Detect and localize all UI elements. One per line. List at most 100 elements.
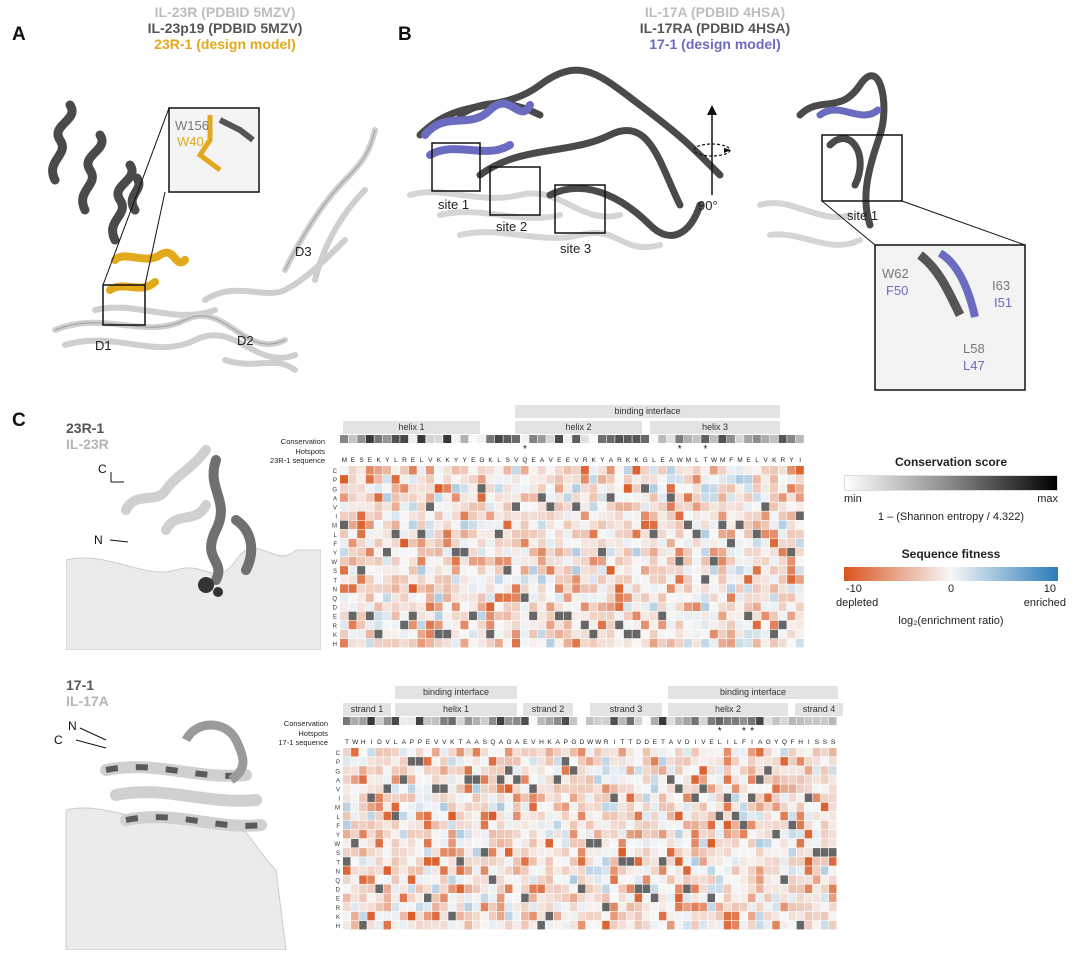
- top-fitness-cell: [408, 638, 417, 648]
- top-aa-label: D: [333, 606, 338, 612]
- bottom-fitness-cell: [594, 820, 602, 830]
- bottom-fitness-cell: [780, 902, 788, 912]
- bottom-fitness-cell: [383, 811, 391, 821]
- bottom-fitness-cell: [472, 793, 481, 802]
- top-aa-label: M: [332, 524, 337, 530]
- bottom-fitness-cell: [634, 784, 643, 793]
- bottom-fitness-cell: [577, 839, 586, 848]
- bottom-fitness-cell: [472, 829, 481, 839]
- bottom-fitness-cell: [367, 811, 375, 821]
- top-fitness-cell: [340, 557, 348, 566]
- bottom-fitness-cell: [343, 839, 351, 848]
- top-fitness-cell: [598, 557, 606, 566]
- bottom-fitness-cell: [634, 757, 643, 766]
- bottom-fitness-cell: [667, 757, 675, 766]
- top-fitness-cell: [641, 502, 649, 511]
- bottom-fitness-cell: [577, 748, 586, 757]
- top-fitness-cell: [589, 511, 598, 520]
- top-fitness-cell: [572, 484, 581, 493]
- top-fitness-cell: [374, 511, 383, 520]
- top-sequence-letter: L: [755, 457, 759, 464]
- top-conservation-cell: [744, 435, 753, 443]
- top-fitness-cell: [563, 538, 572, 548]
- bottom-fitness-cell: [739, 893, 748, 903]
- bottom-fitness-cell: [464, 820, 472, 830]
- top-fitness-cell: [503, 620, 512, 630]
- bottom-conservation-cell: [472, 717, 481, 725]
- bottom-fitness-cell: [375, 920, 383, 930]
- bottom-conservation-cell: [586, 717, 594, 725]
- top-fitness-cell: [365, 466, 374, 475]
- top-fitness-cell: [434, 475, 443, 484]
- bottom-wt-cell: [658, 857, 667, 866]
- top-fitness-cell: [684, 538, 692, 548]
- top-aa-label: Q: [332, 597, 337, 603]
- bottom-fitness-cell: [472, 866, 481, 875]
- top-fitness-cell: [555, 493, 563, 502]
- bottom-fitness-cell: [505, 866, 513, 875]
- top-wt-cell: [701, 575, 710, 584]
- top-fitness-cell: [451, 593, 460, 602]
- top-fitness-cell: [658, 575, 667, 584]
- bottom-fitness-cell: [505, 911, 513, 921]
- top-fitness-cell: [340, 638, 348, 648]
- bottom-fitness-cell: [699, 893, 707, 903]
- top-fitness-cell: [718, 620, 727, 630]
- bottom-fitness-cell: [602, 839, 610, 848]
- bottom-fitness-cell: [375, 911, 383, 921]
- bottom-fitness-cell: [804, 748, 813, 757]
- bottom-fitness-cell: [448, 748, 456, 757]
- bottom-fitness-cell: [407, 793, 416, 802]
- bottom-fitness-cell: [667, 902, 675, 912]
- bottom-fitness-cell: [399, 829, 408, 839]
- top-fitness-cell: [752, 538, 761, 548]
- top-fitness-cell: [374, 602, 383, 611]
- bottom-fitness-cell: [683, 802, 691, 812]
- top-fitness-cell: [589, 475, 598, 484]
- top-fitness-cell: [606, 593, 615, 602]
- legend-il17a: IL-17A (PDBID 4HSA): [644, 4, 786, 20]
- bottom-fitness-cell: [691, 866, 699, 875]
- top-fitness-cell: [572, 538, 581, 548]
- bottom-fitness-cell: [375, 775, 383, 784]
- bottom-fitness-cell: [537, 848, 545, 857]
- bottom-fitness-cell: [351, 875, 359, 884]
- bottom-sequence-letter: W: [587, 739, 594, 746]
- top-fitness-cell: [641, 529, 649, 539]
- bottom-fitness-cell: [650, 848, 659, 857]
- bottom-fitness-cell: [650, 766, 659, 775]
- bottom-fitness-cell: [383, 820, 391, 830]
- top-fitness-cell: [477, 638, 486, 648]
- bottom-fitness-cell: [505, 848, 513, 857]
- top-fitness-cell: [735, 638, 744, 648]
- top-fitness-cell: [426, 511, 434, 520]
- top-fitness-cell: [529, 593, 538, 602]
- top-fitness-cell: [623, 584, 632, 593]
- bottom-wt-cell: [829, 848, 837, 857]
- top-fitness-cell: [580, 484, 589, 493]
- top-fitness-cell: [744, 547, 753, 557]
- bottom-fitness-cell: [618, 875, 626, 884]
- top-fitness-cell: [666, 584, 675, 593]
- bottom-fitness-cell: [723, 829, 732, 839]
- top-fitness-cell: [727, 520, 735, 530]
- top-fitness-cell: [598, 602, 606, 611]
- top-fitness-cell: [477, 502, 486, 511]
- top-fitness-cell: [744, 602, 753, 611]
- bottom-fitness-cell: [626, 920, 634, 930]
- legend-17-1: 17-1 (design model): [649, 36, 781, 52]
- top-fitness-cell: [340, 611, 348, 621]
- top-fitness-cell: [727, 638, 735, 648]
- top-fitness-cell: [348, 584, 357, 593]
- bottom-fitness-cell: [634, 893, 643, 903]
- top-fitness-cell: [692, 511, 701, 520]
- top-fitness-cell: [649, 629, 658, 639]
- top-fitness-cell: [675, 593, 684, 602]
- bottom-fitness-cell: [561, 875, 570, 884]
- top-wt-cell: [400, 620, 409, 630]
- bottom-fitness-cell: [545, 875, 553, 884]
- bottom-fitness-cell: [723, 875, 732, 884]
- bottom-conservation-cell: [407, 717, 416, 725]
- bottom-fitness-cell: [367, 911, 375, 921]
- top-fitness-cell: [400, 593, 409, 602]
